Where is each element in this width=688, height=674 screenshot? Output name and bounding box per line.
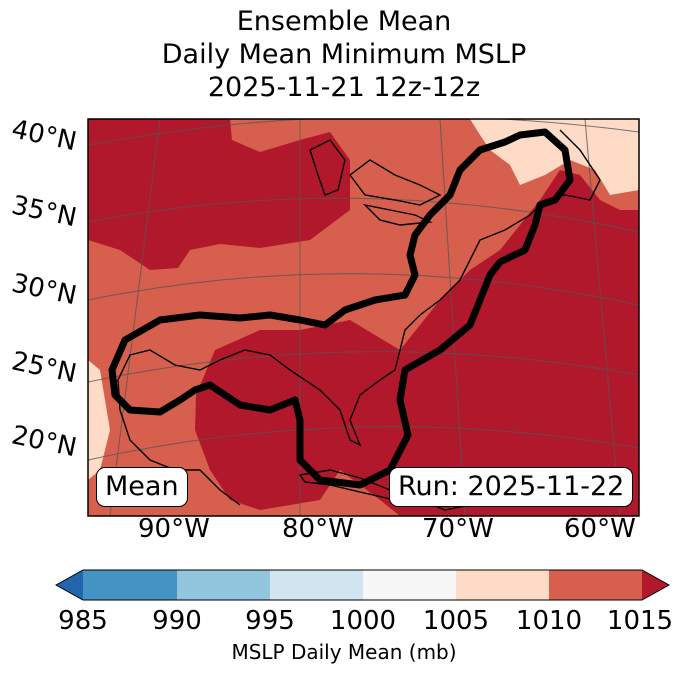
- colorbar-tick-990: 990: [152, 606, 202, 636]
- colorbar-tick-1005: 1005: [422, 606, 490, 636]
- colorbar-label: MSLP Daily Mean (mb): [231, 640, 457, 664]
- colorbar-tick-985: 985: [58, 606, 108, 636]
- colorbar-tick-1010: 1010: [515, 606, 583, 636]
- colorbar-extend-high: [642, 570, 669, 600]
- title-line-2: Daily Mean Minimum MSLP: [161, 39, 527, 70]
- coastline-great-lakes: [309, 139, 442, 226]
- colorbar: [54, 569, 671, 601]
- colorbar-tick-1015: 1015: [606, 606, 674, 636]
- colorbar-tick-1000: 1000: [329, 606, 397, 636]
- lon-label-80: 80°W: [282, 514, 354, 544]
- lon-label-90: 90°W: [138, 514, 210, 544]
- run-label-box: Run: 2025-11-22: [389, 467, 634, 507]
- mean-label-box: Mean: [96, 467, 188, 507]
- field-1005-sw: [88, 360, 110, 480]
- title-line-3: 2025-11-21 12z-12z: [207, 72, 481, 103]
- lon-label-60: 60°W: [564, 514, 636, 544]
- mslp-contour: [108, 128, 574, 489]
- title-line-1: Ensemble Mean: [236, 6, 452, 37]
- colorbar-extend-low: [56, 570, 83, 600]
- field-1015-north: [88, 119, 350, 270]
- lon-label-70: 70°W: [422, 514, 494, 544]
- colorbar-tick-995: 995: [245, 606, 295, 636]
